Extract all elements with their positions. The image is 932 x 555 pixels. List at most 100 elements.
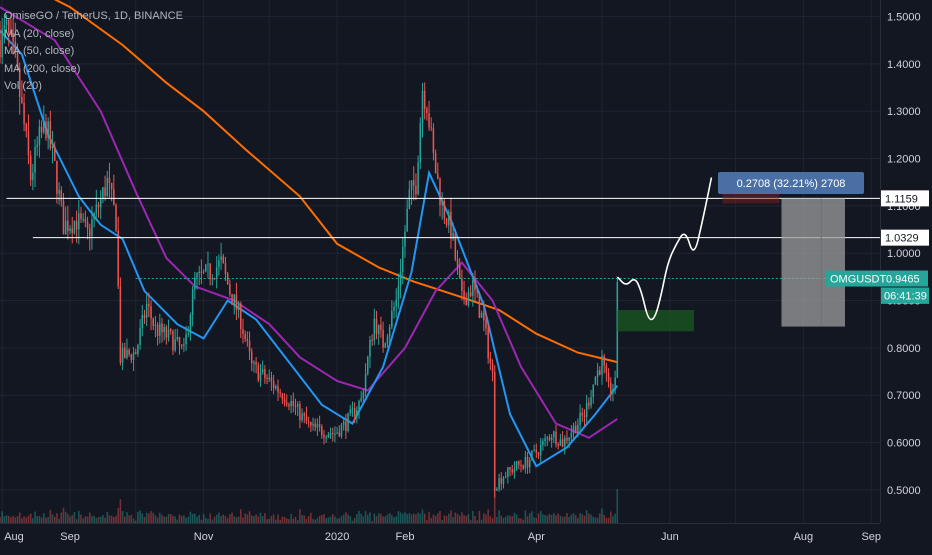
candle-body [430, 127, 433, 129]
volume-bar [97, 516, 100, 523]
volume-bar [281, 516, 284, 523]
candle-body [369, 339, 371, 357]
candle-body [209, 263, 211, 280]
candle-body [231, 294, 233, 305]
x-tick-label: Sep [60, 531, 80, 543]
volume-bar [233, 516, 235, 523]
candle-body [104, 187, 106, 197]
candle-body [139, 328, 141, 345]
candle-body [507, 467, 509, 477]
volume-bar [174, 516, 176, 523]
candle-body [288, 404, 290, 407]
volume-bar [1, 511, 3, 523]
volume-bar [463, 515, 465, 523]
candle-body [351, 408, 354, 410]
volume-bar [119, 499, 122, 523]
candle-body [183, 344, 185, 346]
volume-bar [110, 515, 113, 523]
volume-bar [25, 517, 28, 523]
volume-bar [14, 517, 17, 523]
volume-bar [553, 513, 555, 523]
volume-bar [415, 514, 417, 523]
candle-body [32, 172, 34, 181]
volume-bar [511, 516, 514, 523]
candle-body [373, 318, 376, 341]
volume-bar [106, 511, 109, 523]
volume-bar [148, 513, 150, 523]
candle-body [176, 336, 179, 340]
candle-body [310, 421, 312, 426]
candle-body [528, 459, 531, 468]
y-tick-label: 1.0000 [887, 248, 921, 260]
volume-bar [577, 518, 579, 523]
candle-body [546, 437, 549, 439]
volume-bar [264, 513, 266, 523]
volume-bar [185, 517, 187, 523]
candle-body [27, 130, 30, 156]
volume-bar [353, 517, 356, 523]
candle-body [255, 362, 257, 365]
y-tick-label: 0.6000 [887, 438, 921, 450]
candle-body [53, 146, 56, 161]
candle-body [3, 25, 6, 30]
volume-bar [108, 515, 111, 523]
candle-body [489, 358, 492, 364]
countdown-label: 06:41:39 [884, 291, 927, 303]
candle-body [493, 372, 496, 491]
candle-body [172, 331, 174, 351]
candle-body [152, 318, 154, 326]
candle-body [426, 108, 428, 114]
volume-bar [327, 517, 330, 523]
candle-body [478, 292, 481, 318]
volume-bar [518, 518, 520, 523]
volume-bar [56, 513, 58, 523]
volume-bar [7, 515, 10, 523]
candle-body [353, 408, 356, 417]
volume-bar [86, 516, 89, 523]
volume-bar [380, 513, 382, 523]
volume-bar [128, 515, 130, 523]
volume-bar [461, 512, 463, 523]
volume-bar [43, 513, 45, 523]
measure-label: 0.2708 (32.21%) 2708 [737, 178, 846, 190]
volume-bar [159, 512, 161, 523]
candle-body [537, 452, 540, 456]
candle-body [277, 386, 279, 393]
candle-body [472, 280, 474, 297]
volume-bar [5, 515, 8, 523]
volume-bar [3, 515, 6, 523]
candle-body [518, 461, 520, 465]
candle-body [318, 424, 321, 427]
volume-bar [314, 519, 316, 523]
candle-body [185, 334, 187, 345]
candle-body [69, 228, 71, 232]
candle-body [36, 145, 38, 148]
volume-bar [616, 489, 619, 523]
volume-bar [283, 516, 286, 523]
candle-body [16, 50, 19, 69]
candle-body [113, 189, 115, 205]
volume-bar [491, 518, 494, 523]
y-tick-label: 0.7000 [887, 390, 921, 402]
candle-body [18, 68, 21, 97]
candle-body [609, 382, 612, 394]
volume-bar [472, 511, 474, 523]
volume-bar [454, 512, 457, 523]
candle-body [307, 421, 310, 423]
candle-body [452, 233, 454, 239]
candle-body [463, 290, 465, 300]
volume-bar [561, 516, 564, 523]
candle-body [130, 354, 133, 361]
volume-bar [450, 510, 452, 523]
candle-body [250, 351, 253, 364]
volume-bar [439, 511, 441, 523]
volume-bar [588, 513, 590, 523]
candle-body [305, 415, 308, 422]
candle-body [275, 386, 277, 389]
candle-body [43, 121, 45, 133]
candle-body [316, 424, 319, 428]
volume-bar [279, 519, 281, 523]
